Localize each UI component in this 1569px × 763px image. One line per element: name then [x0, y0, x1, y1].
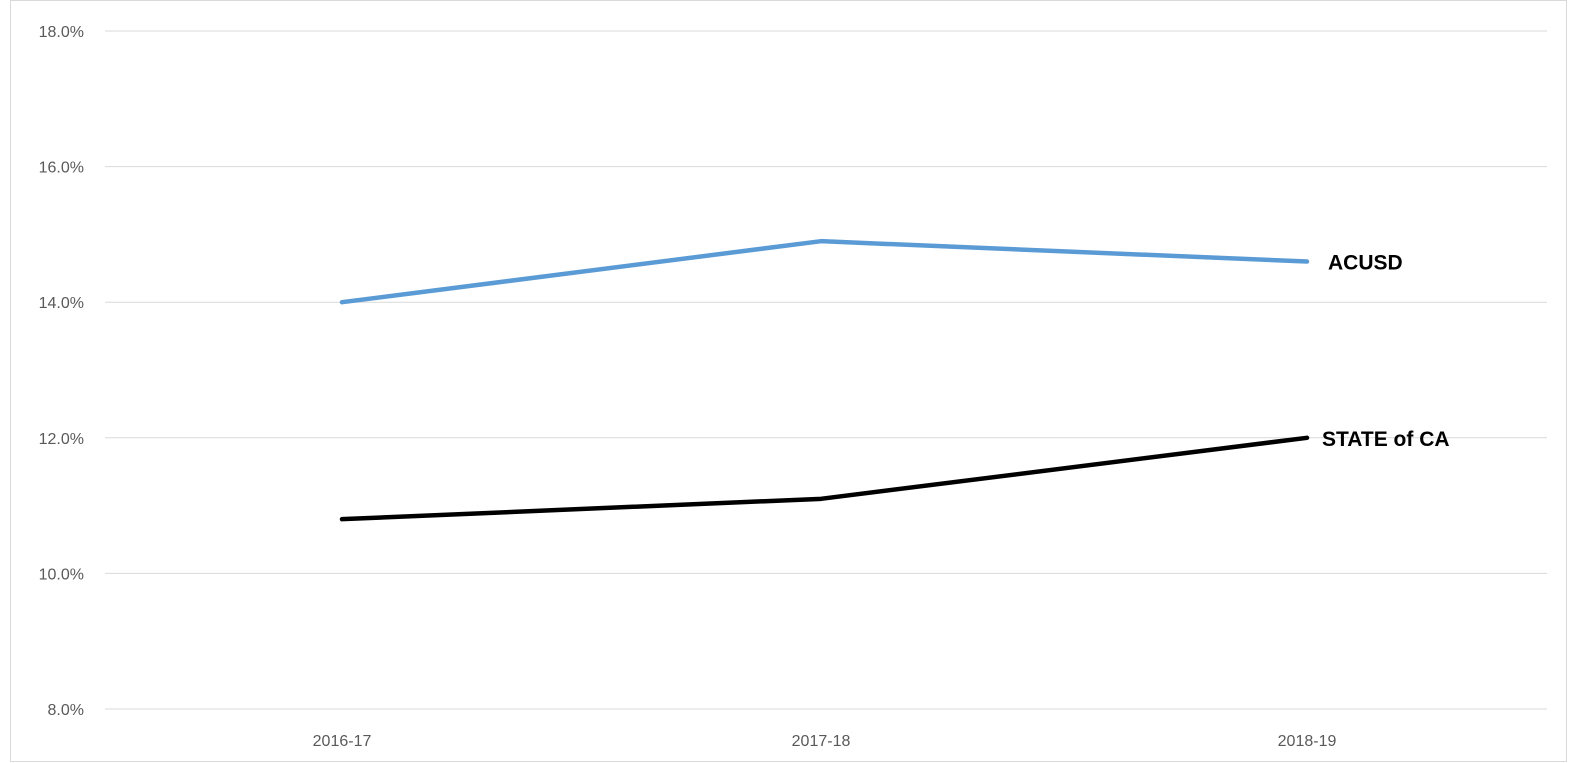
series-label: ACUSD [1328, 252, 1403, 275]
series-labels: ACUSD STATE of CA [1322, 252, 1450, 451]
series-line-acusd [339, 238, 1310, 305]
chart-frame [10, 0, 1567, 762]
gridlines [105, 30, 1547, 710]
y-tick-label: 8.0% [48, 702, 84, 719]
series-label: STATE of CA [1322, 428, 1450, 451]
y-tick-label: 14.0% [39, 295, 84, 312]
series-lines [339, 238, 1310, 522]
x-axis-tick-labels: 2016-17 2017-18 2018-19 [313, 733, 1337, 750]
y-tick-label: 12.0% [39, 431, 84, 448]
x-tick-label: 2017-18 [792, 733, 851, 750]
x-tick-label: 2018-19 [1278, 733, 1337, 750]
x-tick-label: 2016-17 [313, 733, 372, 750]
y-tick-label: 18.0% [39, 24, 84, 41]
y-tick-label: 16.0% [39, 160, 84, 177]
series-line-state-of-ca [339, 435, 1310, 522]
y-axis-tick-labels: 8.0% 10.0% 12.0% 14.0% 16.0% 18.0% [39, 24, 84, 719]
y-tick-label: 10.0% [39, 566, 84, 583]
